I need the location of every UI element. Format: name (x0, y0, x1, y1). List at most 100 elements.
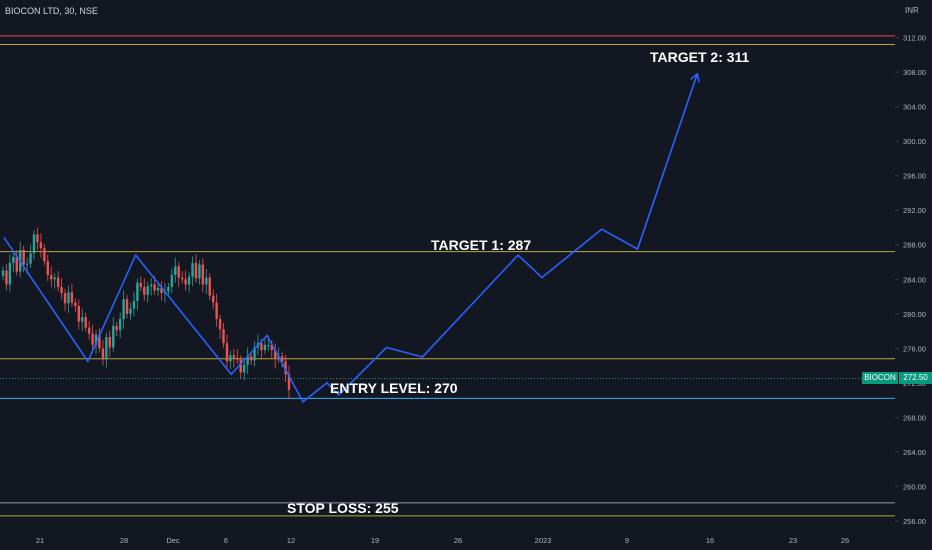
x-tick-label: 9 (625, 536, 629, 545)
candle-body (270, 344, 273, 351)
horizontal-levels (0, 35, 895, 517)
annotation-label-3[interactable]: STOP LOSS: 255 (287, 500, 399, 516)
annotation-label-0[interactable]: TARGET 2: 311 (650, 49, 750, 65)
candle-body (36, 234, 39, 243)
projection-segment-5[interactable] (266, 334, 304, 403)
candle-body (77, 306, 81, 322)
candle-body (67, 292, 70, 304)
candle-body (94, 334, 98, 345)
candle-body (177, 266, 180, 278)
annotation-label-1[interactable]: TARGET 1: 287 (431, 237, 531, 253)
candle-body (53, 277, 56, 280)
y-tick-label: 256.00 (903, 517, 926, 526)
candle-body (129, 308, 132, 314)
projection-segment-1[interactable] (3, 237, 89, 363)
candle-body (118, 318, 122, 331)
candle-body (215, 302, 218, 319)
candle-body (136, 282, 139, 301)
candle-body (101, 348, 105, 360)
candle-body (232, 355, 236, 358)
candle-body (253, 347, 256, 361)
candle-body (12, 256, 15, 263)
candle-body (184, 279, 187, 285)
candle-body (43, 248, 46, 262)
projection-segment-4[interactable] (230, 334, 268, 376)
projection-segment-12[interactable] (541, 228, 603, 279)
y-tick-label: 308.00 (903, 68, 926, 77)
candle-body (218, 318, 222, 330)
x-tick-label: 12 (287, 536, 295, 545)
x-axis[interactable]: 21 28 Dec 6 12 19 26 2023 9 16 23 26 (36, 536, 849, 545)
candle-body (170, 274, 174, 288)
candle-body (8, 262, 12, 285)
candle-body (180, 277, 184, 280)
symbol-badge: BIOCON (862, 372, 898, 384)
candle-body (208, 277, 211, 296)
x-tick-label: 2023 (535, 536, 552, 545)
arrow-head-1 (690, 73, 699, 80)
candle-body (243, 364, 246, 373)
candle-body (70, 292, 74, 303)
candle-body (60, 287, 63, 294)
candle-body (91, 333, 94, 345)
x-tick-label: 26 (841, 536, 849, 545)
candle-body (132, 300, 136, 309)
projection-segment-3[interactable] (134, 254, 233, 376)
candle-body (280, 356, 284, 362)
candle-body (125, 299, 129, 314)
y-axis[interactable]: 256.00260.00264.00268.00272.00276.00280.… (895, 34, 926, 526)
arrow-head-0 (696, 73, 700, 83)
candle-body (260, 343, 263, 351)
candle-body (229, 355, 232, 362)
candle-body (198, 264, 201, 279)
candle-body (146, 286, 149, 295)
projection-segment-6[interactable] (302, 382, 328, 403)
candle-body (174, 266, 177, 275)
projection-segment-11[interactable] (517, 254, 543, 279)
candle-body (205, 277, 208, 285)
annotation-label-2[interactable]: ENTRY LEVEL: 270 (330, 380, 458, 396)
projection-segment-10[interactable] (421, 254, 519, 358)
candle-body (160, 287, 163, 294)
candle-body (225, 343, 229, 362)
candle-body (194, 262, 198, 279)
candle-body (149, 284, 153, 287)
y-tick-label: 296.00 (903, 172, 926, 181)
candle-body (32, 234, 36, 254)
candle-body (25, 263, 29, 265)
candle-body (1, 270, 5, 276)
x-tick-label: 26 (454, 536, 462, 545)
candle-body (15, 256, 18, 272)
chart-title: BIOCON LTD, 30, NSE (5, 6, 98, 16)
candle-body (201, 264, 205, 285)
last-price-badge: 272.50 (899, 372, 932, 384)
projection-segment-8[interactable] (337, 346, 388, 396)
candle-body (236, 357, 239, 360)
x-tick-label: 28 (120, 536, 128, 545)
y-tick-label: 312.00 (903, 34, 926, 43)
candle-body (84, 317, 87, 328)
candle-body (287, 374, 291, 390)
y-tick-label: 284.00 (903, 275, 926, 284)
projection-segment-14[interactable] (636, 73, 699, 250)
projection-segment-2[interactable] (87, 254, 137, 363)
candle-body (46, 261, 49, 275)
candle-body (153, 284, 156, 291)
projection-path (3, 73, 700, 403)
candle-body (267, 344, 270, 346)
projection-segment-9[interactable] (385, 346, 424, 358)
candle-body (74, 302, 77, 307)
candle-body (81, 317, 84, 322)
candle-body (39, 242, 43, 249)
price-candles (1, 227, 291, 400)
projection-segment-13[interactable] (600, 228, 639, 250)
candle-body (263, 344, 267, 351)
candle-body (29, 253, 32, 264)
projection-segment-7[interactable] (326, 382, 340, 396)
candle-body (191, 262, 194, 277)
candle-body (122, 299, 125, 319)
y-tick-label: 304.00 (903, 103, 926, 112)
candle-body (284, 361, 287, 375)
candle-body (246, 356, 249, 365)
